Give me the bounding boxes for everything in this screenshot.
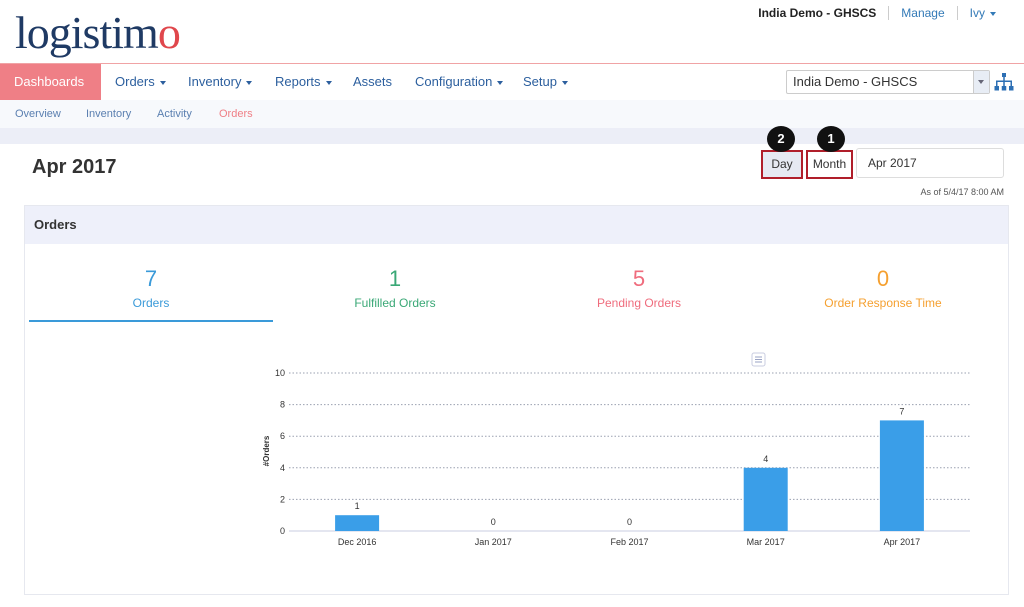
stat-value: 1 <box>388 266 402 291</box>
bar-value-label: 4 <box>763 454 768 464</box>
subnav-orders[interactable]: Orders <box>219 108 253 120</box>
step-marker-1: 1 <box>817 126 845 152</box>
x-tick-label: Feb 2017 <box>610 537 648 547</box>
y-tick-label: 10 <box>275 368 285 378</box>
stat-orders[interactable]: 7 Orders <box>29 266 273 310</box>
domain-select[interactable]: India Demo - GHSCS <box>786 70 990 94</box>
y-tick-label: 6 <box>280 431 285 441</box>
nav-configuration[interactable]: Configuration <box>415 64 504 100</box>
stat-label: Order Response Time <box>824 296 942 310</box>
chart-data-labels: 1 0 0 4 7 <box>355 406 905 527</box>
stat-pending-orders[interactable]: 5 Pending Orders <box>517 266 761 310</box>
subnav-overview[interactable]: Overview <box>15 108 61 120</box>
nav-reports[interactable]: Reports <box>275 64 332 100</box>
chart-x-ticks: Dec 2016 Jan 2017 Feb 2017 Mar 2017 Apr 2017 <box>338 537 920 547</box>
bar-mar-2017[interactable] <box>743 467 788 531</box>
x-tick-label: Apr 2017 <box>884 537 921 547</box>
chart-y-ticks: 0 2 4 6 8 10 <box>275 368 285 536</box>
x-tick-label: Mar 2017 <box>747 537 785 547</box>
main-navbar: Dashboards Orders Inventory Reports Asse… <box>0 63 1024 121</box>
nav-inventory[interactable]: Inventory <box>188 64 253 100</box>
divider-band <box>0 128 1024 144</box>
day-button[interactable]: Day <box>761 150 803 179</box>
chart-gridlines <box>289 372 970 532</box>
manage-link[interactable]: Manage <box>888 6 956 20</box>
stat-label: Fulfilled Orders <box>354 296 436 310</box>
page-title: Apr 2017 <box>32 156 117 178</box>
bar-value-label: 0 <box>627 517 632 527</box>
y-tick-label: 8 <box>280 400 285 410</box>
stat-label: Pending Orders <box>596 296 682 310</box>
chevron-down-icon <box>990 11 996 16</box>
orders-panel: Orders 7 Orders 1 Fulfilled Orders 5 Pen… <box>24 205 1009 595</box>
bar-value-label: 0 <box>491 517 496 527</box>
y-tick-label: 0 <box>280 526 285 536</box>
active-stat-underline <box>29 320 273 322</box>
chart-menu-icon[interactable] <box>751 352 766 367</box>
subnav-inventory[interactable]: Inventory <box>86 108 132 120</box>
stat-value: 7 <box>144 266 158 291</box>
chevron-down-icon <box>561 80 568 85</box>
user-menu[interactable]: Ivy <box>956 6 1008 20</box>
chevron-down-icon <box>325 80 332 85</box>
stat-value: 5 <box>632 266 646 291</box>
period-date-input[interactable]: Apr 2017 <box>856 148 1004 178</box>
chart-bars <box>335 420 924 531</box>
x-tick-label: Jan 2017 <box>475 537 512 547</box>
nav-orders[interactable]: Orders <box>115 64 166 100</box>
bar-value-label: 7 <box>899 406 904 416</box>
chevron-down-icon <box>159 80 166 85</box>
x-tick-label: Dec 2016 <box>338 537 377 547</box>
y-axis-label: #Orders <box>262 435 271 466</box>
bar-apr-2017[interactable] <box>879 420 924 531</box>
current-domain-label: India Demo - GHSCS <box>758 6 877 20</box>
nav-assets[interactable]: Assets <box>353 74 393 89</box>
top-links: India Demo - GHSCS Manage Ivy <box>746 6 1008 20</box>
chevron-down-icon <box>246 80 253 85</box>
dashboard-subnav: Overview Inventory Activity Orders <box>0 100 1024 128</box>
chevron-down-icon[interactable] <box>973 71 989 93</box>
y-tick-label: 2 <box>280 494 285 504</box>
step-marker-2: 2 <box>767 126 795 152</box>
stat-fulfilled-orders[interactable]: 1 Fulfilled Orders <box>273 266 517 310</box>
nav-dashboards[interactable]: Dashboards <box>0 64 101 121</box>
stat-value: 0 <box>876 266 890 291</box>
panel-title: Orders <box>25 206 1008 244</box>
as-of-timestamp: As of 5/4/17 8:00 AM <box>920 187 1004 197</box>
logistimo-logo[interactable]: logistimo <box>15 7 181 58</box>
stat-label: Orders <box>132 296 170 310</box>
bar-dec-2016[interactable] <box>335 515 380 531</box>
chevron-down-icon <box>497 80 504 85</box>
sitemap-icon[interactable] <box>994 73 1014 91</box>
subnav-activity[interactable]: Activity <box>157 108 192 120</box>
month-button[interactable]: Month <box>806 150 853 179</box>
y-tick-label: 4 <box>280 463 285 473</box>
stat-order-response-time[interactable]: 0 Order Response Time <box>761 266 1005 310</box>
nav-setup[interactable]: Setup <box>523 64 568 100</box>
bar-value-label: 1 <box>355 501 360 511</box>
top-header: logistimo India Demo - GHSCS Manage Ivy <box>0 0 1024 63</box>
